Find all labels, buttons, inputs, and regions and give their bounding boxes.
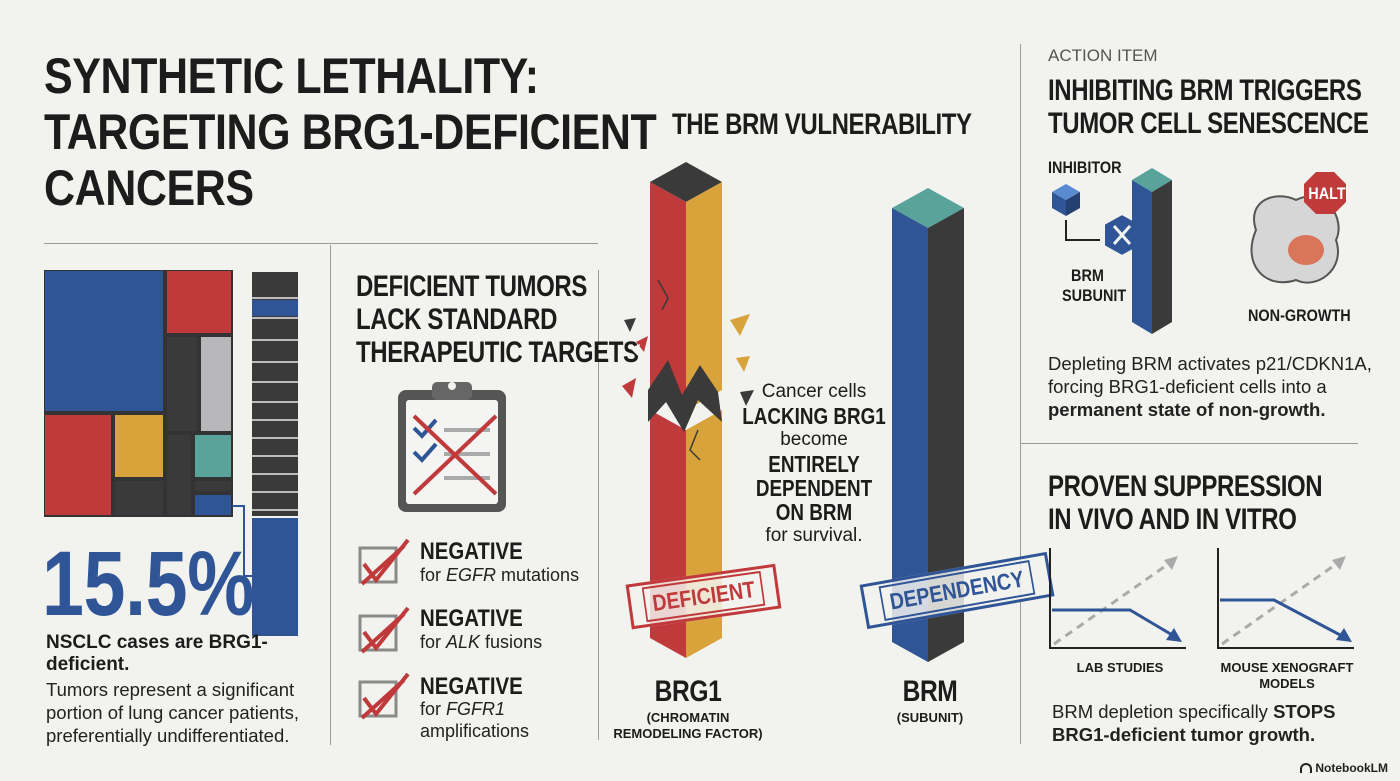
title-line-3: CANCERS xyxy=(44,160,254,216)
neg-sub-egfr: for EGFR mutations xyxy=(420,565,580,585)
title-line-2: TARGETING BRG1-DEFICIENT xyxy=(44,104,657,160)
crossed-check-icon-alk xyxy=(358,606,410,654)
neg-sub-fgfr1-line2: amplifications xyxy=(420,721,530,741)
stat-strong: NSCLC cases are BRG1-deficient. xyxy=(46,632,268,675)
neg-title-egfr: NEGATIVE xyxy=(420,538,523,565)
stat-description: Tumors represent a significant portion o… xyxy=(46,679,299,746)
action-kicker: ACTION ITEM xyxy=(1048,46,1158,65)
brg1-sublabel: (CHROMATIN REMODELING FACTOR) xyxy=(613,710,763,741)
divider-right-vertical xyxy=(1020,44,1021,744)
proven-title-line-1: PROVEN SUPPRESSION xyxy=(1048,470,1323,503)
mouse-xenograft-chart xyxy=(1217,548,1354,649)
action-title-line-1: INHIBITING BRM TRIGGERS xyxy=(1048,74,1362,107)
main-title: SYNTHETIC LETHALITY: TARGETING BRG1-DEFI… xyxy=(44,48,657,216)
divider-left xyxy=(44,243,598,244)
neg-sub-alk: for ALK fusions xyxy=(420,632,543,652)
neg-sub-fgfr1: for FGFR1 xyxy=(420,699,506,719)
neg-title-alk: NEGATIVE xyxy=(420,605,523,632)
notebooklm-brand: NotebookLM xyxy=(1300,761,1388,775)
proven-description: BRM depletion specifically STOPS BRG1-de… xyxy=(1052,701,1336,745)
deficient-title-line-2: LACK STANDARD xyxy=(356,303,558,336)
proven-title-line-2: IN VIVO AND IN VITRO xyxy=(1048,503,1297,536)
brm-pillar xyxy=(892,188,964,662)
inhibitor-diagram xyxy=(1052,168,1172,334)
clipboard-icon xyxy=(398,382,506,512)
crossed-check-icon-egfr xyxy=(358,538,410,586)
brg1-label: BRG1 xyxy=(654,675,722,708)
divider-left-vertical xyxy=(330,245,331,745)
deficient-title: DEFICIENT TUMORS LACK STANDARD THERAPEUT… xyxy=(356,270,639,369)
vulnerability-text: Cancer cells LACKING BRG1 become ENTIREL… xyxy=(742,381,886,546)
halt-label: HALT xyxy=(1308,184,1346,203)
mouse-xenograft-label: MOUSE XENOGRAFT MODELS xyxy=(1220,660,1354,691)
proven-title: PROVEN SUPPRESSION IN VIVO AND IN VITRO xyxy=(1048,470,1323,536)
deficient-title-line-1: DEFICIENT TUMORS xyxy=(356,270,587,303)
action-description: Depleting BRM activates p21/CDKN1A, forc… xyxy=(1048,353,1372,420)
treemap-graphic xyxy=(44,270,298,636)
crossed-check-icon-fgfr1 xyxy=(358,672,410,720)
title-line-1: SYNTHETIC LETHALITY: xyxy=(44,48,539,104)
vulnerability-title: THE BRM VULNERABILITY xyxy=(672,108,972,141)
inhibitor-label: INHIBITOR xyxy=(1048,158,1122,177)
brm-sublabel: (SUBUNIT) xyxy=(896,710,964,725)
halted-cell-icon xyxy=(1250,172,1346,284)
divider-right-horizontal xyxy=(1020,443,1358,444)
brm-subunit-label: BRM SUBUNIT xyxy=(1062,266,1127,305)
lab-studies-chart xyxy=(1049,548,1186,649)
neg-title-fgfr1: NEGATIVE xyxy=(420,673,523,700)
action-title-line-2: TUMOR CELL SENESCENCE xyxy=(1048,107,1369,140)
stat-value: 15.5% xyxy=(42,533,254,635)
deficient-title-line-3: THERAPEUTIC TARGETS xyxy=(356,336,639,369)
action-title: INHIBITING BRM TRIGGERS TUMOR CELL SENES… xyxy=(1048,74,1369,140)
divider-mid-vertical xyxy=(598,270,599,740)
brm-label: BRM xyxy=(902,675,958,708)
notebooklm-logo-icon xyxy=(1300,763,1313,773)
non-growth-label: NON-GROWTH xyxy=(1248,306,1351,325)
lab-studies-label: LAB STUDIES xyxy=(1076,660,1164,675)
